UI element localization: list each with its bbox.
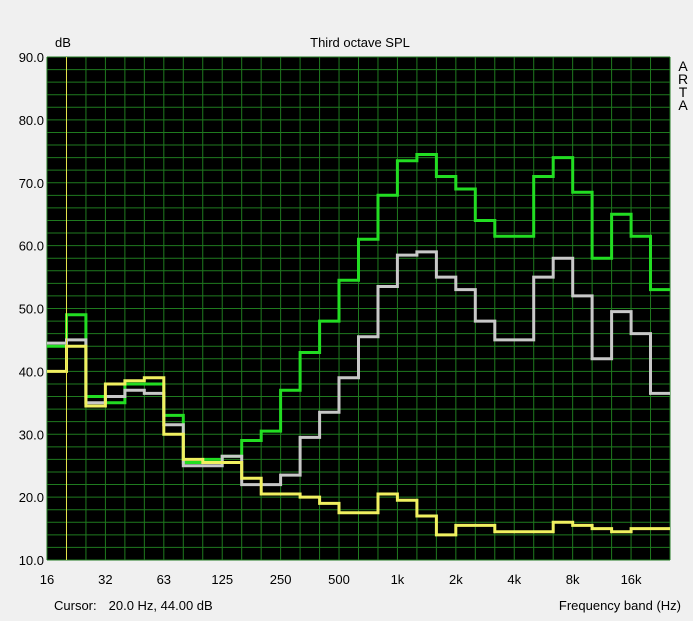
y-tick-label: 30.0	[19, 427, 44, 442]
x-tick-label: 1k	[391, 572, 405, 587]
y-tick-label: 40.0	[19, 364, 44, 379]
arta-watermark: A R T A	[677, 58, 689, 113]
brand-letter: A	[678, 58, 688, 74]
x-tick-label: 500	[328, 572, 350, 587]
x-tick-label: 32	[98, 572, 112, 587]
y-tick-label: 70.0	[19, 176, 44, 191]
x-tick-label: 125	[211, 572, 233, 587]
series-line	[47, 250, 670, 487]
grid	[46, 56, 671, 561]
chart-title: Third octave SPL	[310, 35, 410, 50]
x-tick-label: 8k	[566, 572, 580, 587]
x-tick-label: 4k	[507, 572, 521, 587]
series-layer	[47, 153, 670, 537]
y-tick-label: 60.0	[19, 239, 44, 254]
cursor-value: 20.0 Hz, 44.00 dB	[108, 598, 213, 613]
y-tick-label: 80.0	[19, 113, 44, 128]
x-tick-label: 250	[270, 572, 292, 587]
brand-letter: A	[678, 97, 688, 113]
series-line	[47, 344, 670, 537]
x-tick-label: 16k	[621, 572, 642, 587]
y-tick-labels: 90.0 80.0 70.0 60.0 50.0 40.0 30.0 20.0 10.0	[19, 50, 44, 568]
y-tick-label: 20.0	[19, 490, 44, 505]
x-axis-label: Frequency band (Hz)	[558, 598, 681, 613]
y-axis-unit-label: dB	[55, 35, 71, 50]
cursor-label: Cursor:	[54, 598, 97, 613]
brand-letter: T	[678, 84, 688, 100]
y-tick-label: 10.0	[19, 553, 44, 568]
brand-letter: R	[677, 71, 689, 87]
x-tick-label: 16	[40, 572, 54, 587]
cursor-readout: Cursor: 20.0 Hz, 44.00 dB	[54, 598, 213, 613]
x-tick-label: 63	[157, 572, 171, 587]
x-tick-labels: 16 32 63 125 250 500 1k 2k 4k 8k 16k	[40, 572, 642, 587]
x-tick-label: 2k	[449, 572, 463, 587]
y-tick-label: 50.0	[19, 302, 44, 317]
y-tick-label: 90.0	[19, 50, 44, 65]
